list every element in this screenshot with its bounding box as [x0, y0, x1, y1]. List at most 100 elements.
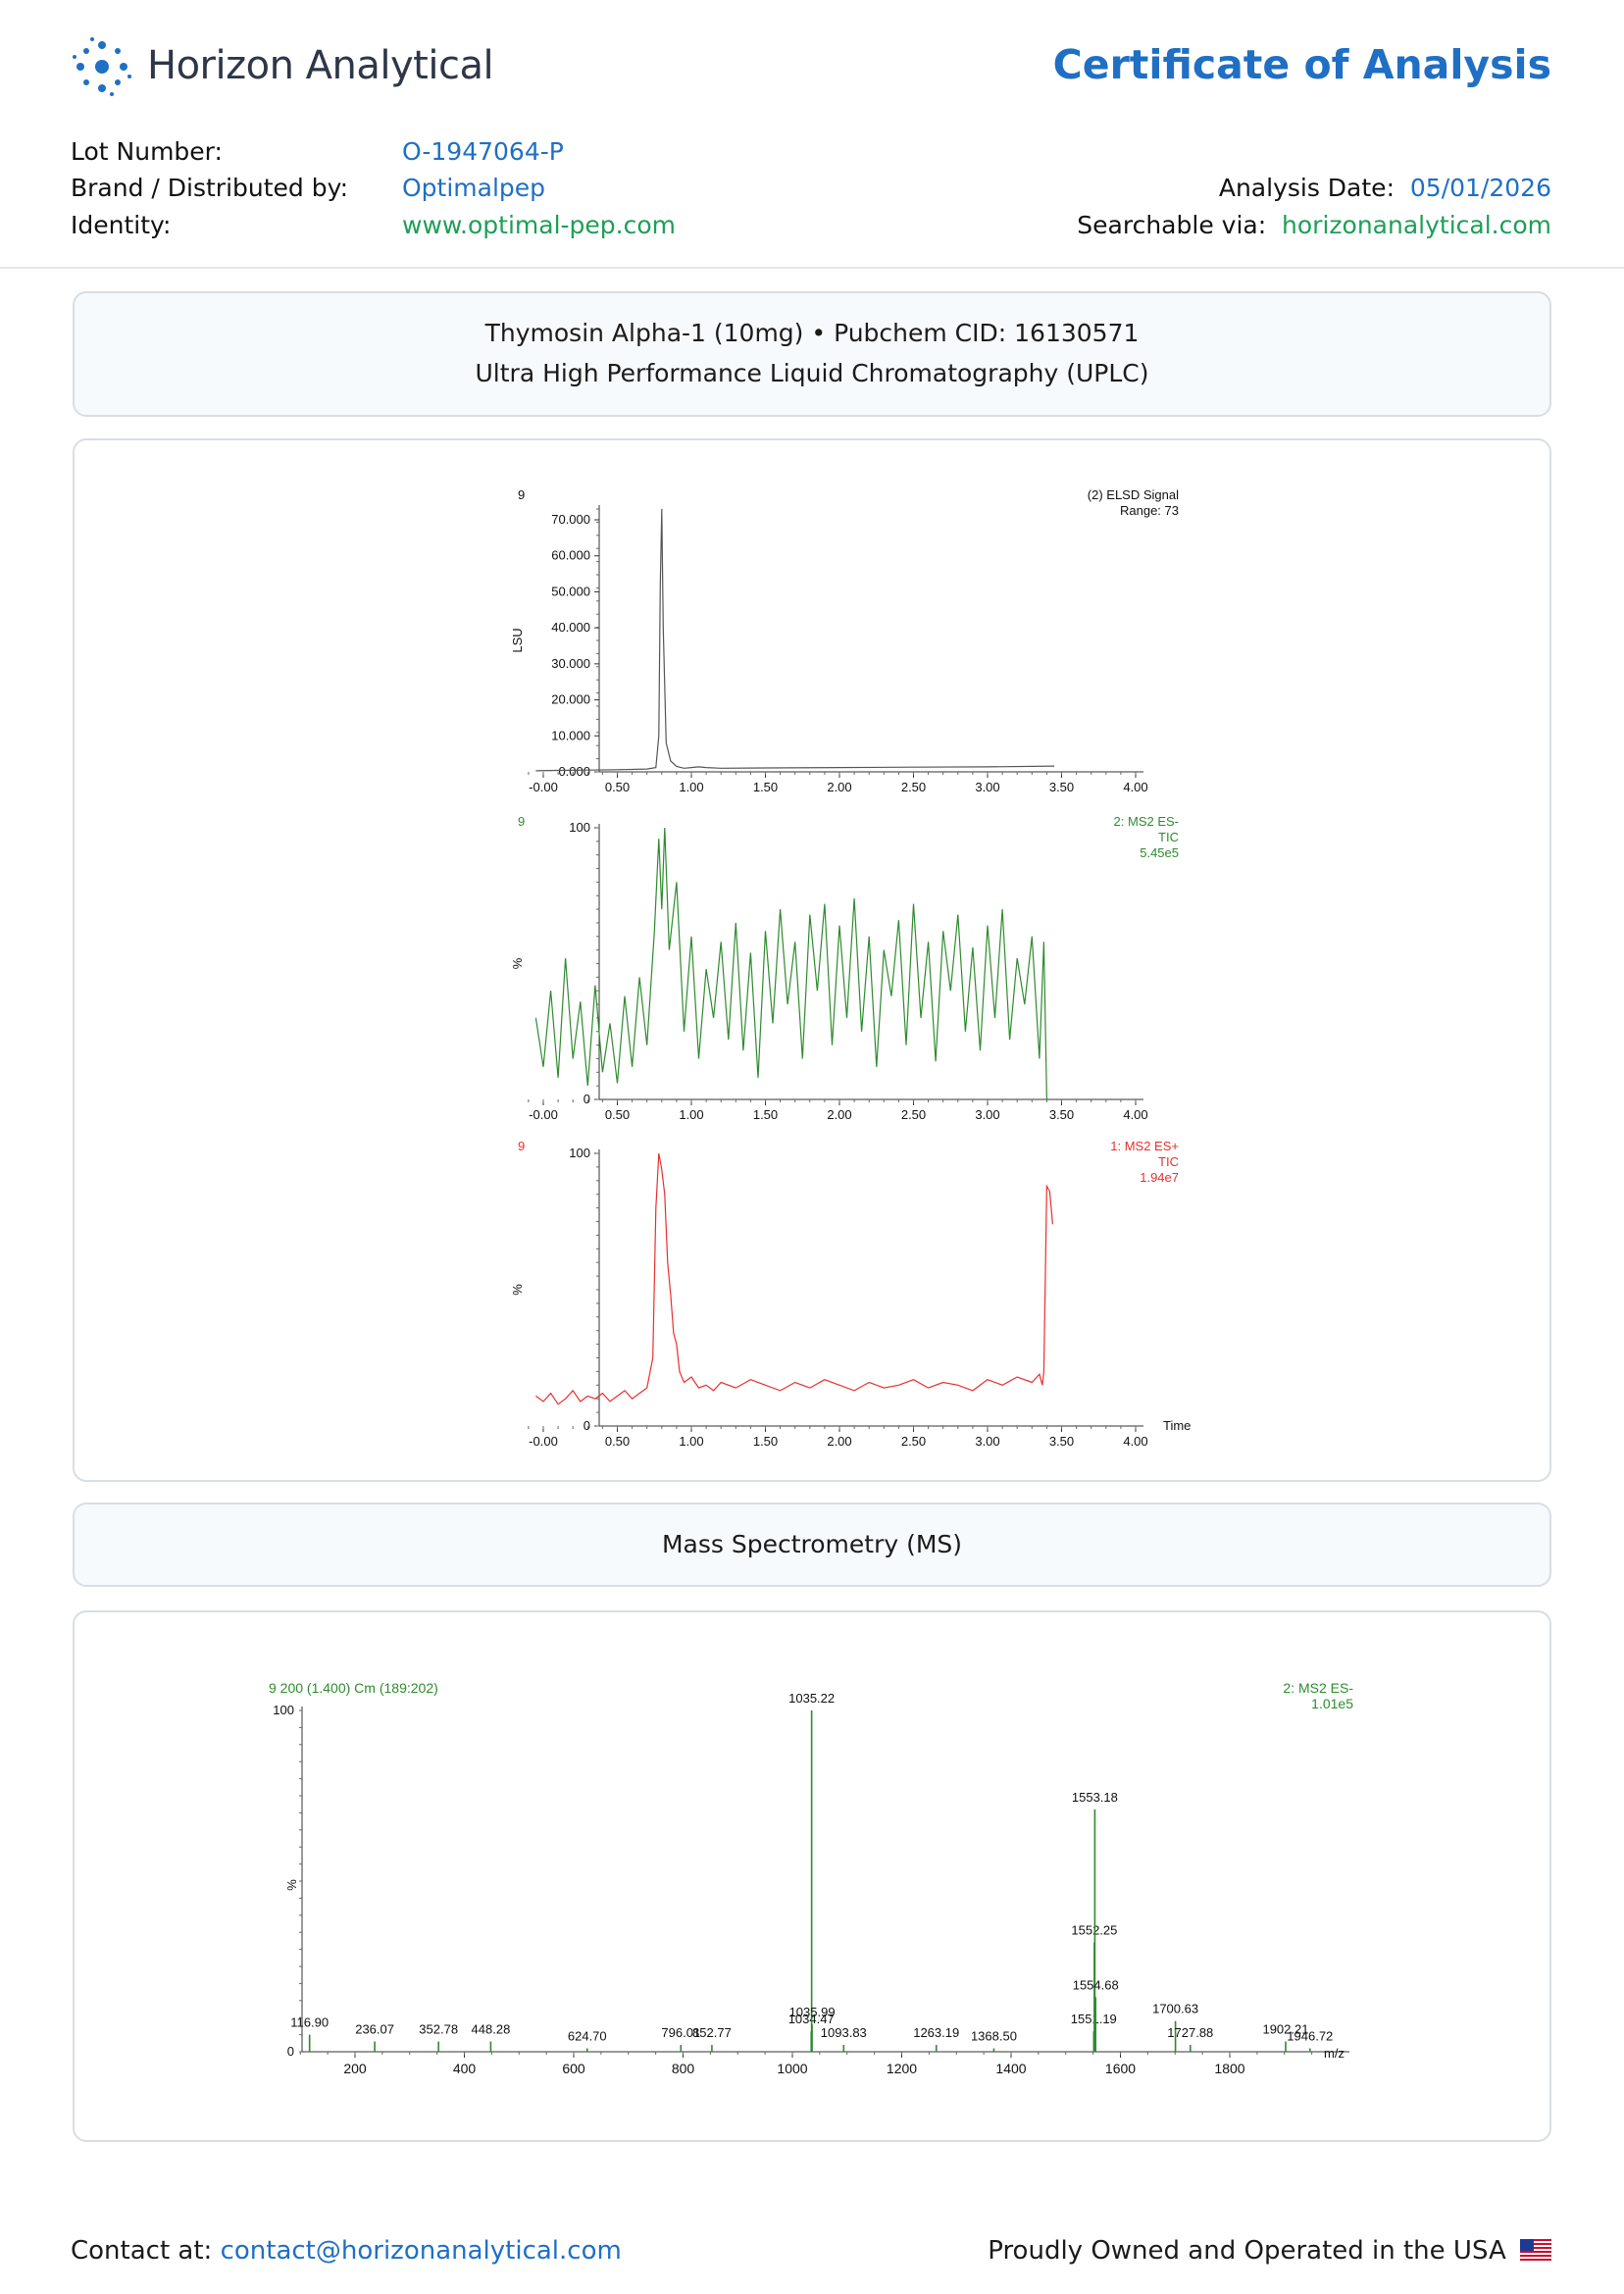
x-tick-label: 1.00: [679, 1434, 703, 1449]
x-tick-label: 1400: [995, 2061, 1026, 2076]
x-tick-label: -0.00: [529, 780, 558, 794]
y-tick-label: 0: [584, 1092, 590, 1106]
peak-label: 852.77: [692, 2025, 732, 2040]
legend-line: 2: MS2 ES-: [1283, 1680, 1353, 1696]
y-tick-label: 50.000: [551, 584, 590, 598]
x-tick-label: 3.50: [1049, 780, 1074, 794]
peak-label: 1263.19: [913, 2025, 959, 2040]
x-tick-label: 3.00: [975, 780, 999, 794]
analysis-date-row: Analysis Date: 05/01/2026: [1219, 174, 1551, 202]
peak-label: 236.07: [355, 2022, 394, 2037]
y-tick-label: 100: [569, 820, 590, 835]
y-tick-label: 0.000: [558, 764, 590, 779]
y-axis-label: LSU: [510, 628, 525, 652]
logo-mark-icon: [73, 37, 131, 96]
y-tick-label: 0: [287, 2044, 294, 2059]
identity-label: Identity:: [71, 211, 172, 239]
x-tick-label: -0.00: [529, 1434, 558, 1449]
peak-label: 1554.68: [1073, 1977, 1119, 1992]
peak-label: 352.78: [419, 2022, 458, 2037]
analysis-date-label: Analysis Date:: [1218, 174, 1395, 202]
x-tick-label: 2.50: [901, 780, 926, 794]
made-in-text: Proudly Owned and Operated in the USA: [988, 2236, 1506, 2266]
x-tick-label: 4.00: [1123, 1434, 1147, 1449]
x-tick-label: 200: [343, 2061, 367, 2076]
x-tick-label: 800: [672, 2061, 695, 2076]
x-tick-label: 1.00: [679, 1107, 703, 1122]
x-tick-label: 3.00: [975, 1107, 999, 1122]
legend-line: Range: 73: [1120, 503, 1179, 518]
peak-label: 116.90: [290, 2015, 329, 2030]
y-axis-label: %: [510, 957, 525, 969]
header-divider: [0, 267, 1624, 269]
x-tick-label: 4.00: [1123, 1107, 1147, 1122]
x-tick-label: 2.50: [901, 1107, 926, 1122]
corner-label: 9: [518, 487, 525, 502]
trace-line: [535, 1152, 1053, 1405]
x-tick-label: -0.00: [529, 1107, 558, 1122]
identity-value[interactable]: www.optimal-pep.com: [402, 211, 677, 239]
x-tick-label: 1000: [777, 2061, 807, 2076]
peak-label: 1368.50: [971, 2029, 1017, 2044]
trace-line: [535, 508, 1055, 772]
y-axis-label: %: [510, 1284, 525, 1296]
ms-title-panel: Mass Spectrometry (MS): [73, 1503, 1551, 1587]
analysis-date-value: 05/01/2026: [1409, 174, 1551, 202]
y-tick-label: 20.000: [551, 692, 590, 707]
made-in-row: Proudly Owned and Operated in the USA: [988, 2236, 1551, 2266]
mass-spectrum: 9 200 (1.400) Cm (189:202) 2: MS2 ES-1.01…: [269, 1680, 1353, 2076]
ms-chart-panel: 9 200 (1.400) Cm (189:202) 2: MS2 ES- 1.01…: [73, 1610, 1551, 2142]
y-tick-label: 70.000: [551, 512, 590, 527]
peak-label: 1093.83: [821, 2025, 867, 2040]
y-tick-label: 100: [569, 1146, 590, 1160]
company-logo: Horizon Analytical: [71, 35, 494, 98]
x-axis-label: Time: [1163, 1418, 1191, 1433]
peak-label: 624.70: [568, 2029, 607, 2044]
lot-label: Lot Number:: [71, 137, 223, 166]
peak-label: 1553.18: [1072, 1790, 1118, 1805]
x-tick-label: 1.50: [753, 1434, 778, 1449]
legend-line: 1.01e5: [1311, 1696, 1353, 1711]
lot-value: O-1947064-P: [402, 137, 564, 166]
contact-email[interactable]: contact@horizonanalytical.com: [220, 2236, 622, 2266]
searchable-row: Searchable via: horizonanalytical.com: [1077, 211, 1551, 239]
peak-label: 448.28: [472, 2022, 511, 2037]
x-tick-label: 1.00: [679, 780, 703, 794]
x-tick-label: 600: [562, 2061, 585, 2076]
usa-flag-icon: [1520, 2239, 1551, 2263]
x-axis-label: m/z: [1324, 2046, 1345, 2061]
x-tick-label: 1800: [1214, 2061, 1244, 2076]
trace-line: [534, 827, 1047, 1100]
legend-line: 1: MS2 ES+: [1110, 1139, 1179, 1153]
x-tick-label: 2.50: [901, 1434, 926, 1449]
x-tick-label: 1.50: [753, 780, 778, 794]
y-tick-label: 30.000: [551, 656, 590, 671]
legend-line: 1.94e7: [1140, 1170, 1179, 1185]
x-tick-label: 400: [453, 2061, 477, 2076]
peak-label: 1727.88: [1167, 2025, 1213, 2040]
contact-row: Contact at: contact@horizonanalytical.co…: [71, 2236, 622, 2266]
x-tick-label: 0.50: [605, 1107, 630, 1122]
x-tick-label: 1600: [1105, 2061, 1136, 2076]
y-axis-label: %: [284, 1879, 299, 1891]
x-tick-label: 3.00: [975, 1434, 999, 1449]
x-tick-label: 1200: [887, 2061, 917, 2076]
peak-label: 1700.63: [1152, 2002, 1198, 2016]
searchable-label: Searchable via:: [1077, 211, 1267, 239]
contact-label: Contact at:: [71, 2236, 213, 2266]
corner-label: 9: [518, 1139, 525, 1153]
peak-label: 1946.72: [1287, 2029, 1333, 2044]
x-tick-label: 2.00: [827, 780, 851, 794]
method-line: Ultra High Performance Liquid Chromatogr…: [475, 359, 1149, 387]
peak-label: 1035.22: [788, 1691, 835, 1706]
uplc-title-panel: Thymosin Alpha-1 (10mg) • Pubchem CID: 1…: [73, 291, 1551, 417]
searchable-link[interactable]: horizonanalytical.com: [1282, 211, 1551, 239]
peak-label: 1035.99: [789, 2005, 836, 2019]
brand-label: Brand / Distributed by:: [71, 174, 349, 202]
x-tick-label: 2.00: [827, 1107, 851, 1122]
uplc-chart-panel: 9 (2) ELSD Signal Range: 73 0.000 10.000 20.0…: [73, 438, 1551, 1482]
